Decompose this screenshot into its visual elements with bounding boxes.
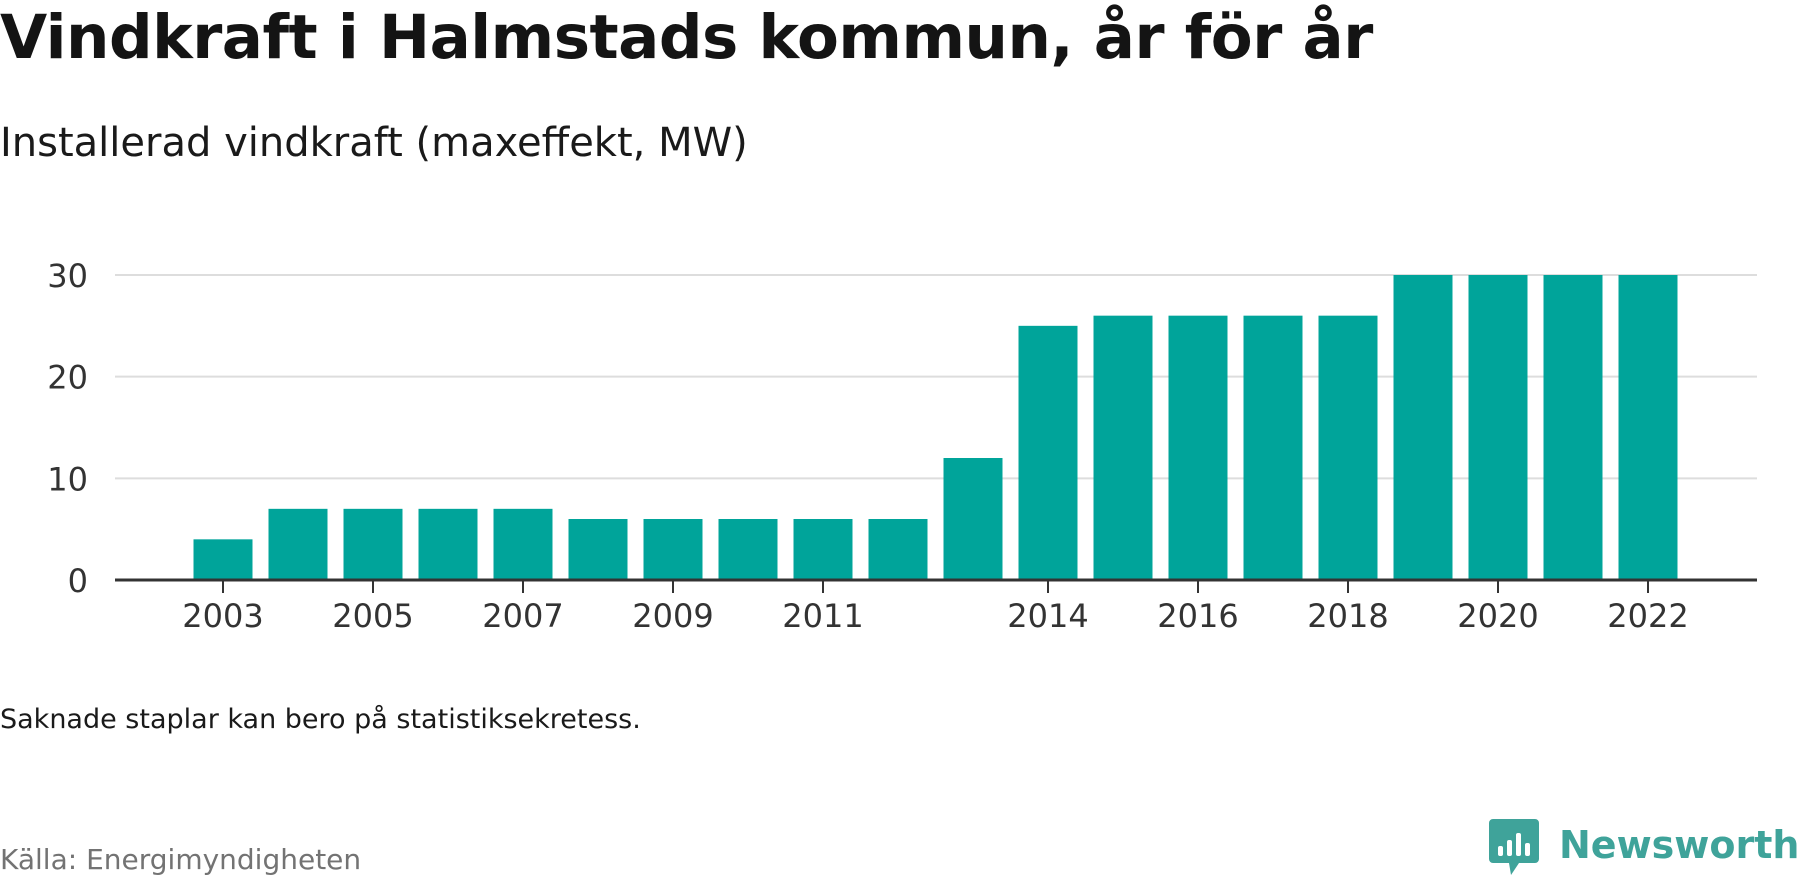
bar-2004[interactable] — [268, 508, 328, 580]
newsworthy-logo[interactable]: Newsworthy — [1489, 819, 1800, 877]
x-tick-label: 2018 — [1307, 597, 1388, 635]
bar-2014[interactable] — [1018, 325, 1078, 580]
bar-2012[interactable] — [868, 519, 928, 580]
bar-2009[interactable] — [643, 519, 703, 580]
bar-2003[interactable] — [193, 539, 253, 580]
bar-2019[interactable] — [1393, 275, 1453, 580]
x-tick-label: 2009 — [632, 597, 713, 635]
bar-chart: 0 10 20 30 2003 2005 2007 2009 2011 2014 2016 2018… — [47, 257, 1757, 635]
x-tick-label: 2022 — [1607, 597, 1688, 635]
bar-2008[interactable] — [568, 519, 628, 580]
x-tick-label: 2011 — [782, 597, 863, 635]
x-tick-label: 2020 — [1457, 597, 1538, 635]
bar-2007[interactable] — [493, 508, 553, 580]
bar-2015[interactable] — [1093, 315, 1153, 580]
brand-name: Newsworthy — [1559, 823, 1800, 867]
bar-2013[interactable] — [943, 458, 1003, 580]
bar-2022[interactable] — [1618, 275, 1678, 580]
bars — [193, 275, 1678, 580]
chart-title: Vindkraft i Halmstads kommun, år för år — [0, 2, 1373, 73]
x-tick-label: 2003 — [182, 597, 263, 635]
bar-2011[interactable] — [793, 519, 853, 580]
x-tick-label: 2005 — [332, 597, 413, 635]
source-credit: Källa: Energimyndigheten — [0, 843, 362, 876]
y-tick-label: 30 — [47, 257, 88, 295]
bar-2006[interactable] — [418, 508, 478, 580]
x-ticks — [222, 580, 1649, 593]
y-tick-label: 20 — [47, 359, 88, 397]
bar-2020[interactable] — [1468, 275, 1528, 580]
footnote: Saknade staplar kan bero på statistiksek… — [0, 704, 641, 735]
y-tick-label: 10 — [47, 460, 88, 498]
y-tick-label: 0 — [68, 562, 88, 600]
bar-2005[interactable] — [343, 508, 403, 580]
bar-2021[interactable] — [1543, 275, 1603, 580]
bar-2016[interactable] — [1168, 315, 1228, 580]
bar-2018[interactable] — [1318, 315, 1378, 580]
x-tick-labels: 2003 2005 2007 2009 2011 2014 2016 2018 2020 2022 — [182, 597, 1688, 635]
newsworthy-logo-icon — [1489, 819, 1539, 875]
bar-2010[interactable] — [718, 519, 778, 580]
y-tick-labels: 0 10 20 30 — [47, 257, 88, 600]
x-tick-label: 2014 — [1007, 597, 1088, 635]
x-tick-label: 2007 — [482, 597, 563, 635]
chart-subtitle: Installerad vindkraft (maxeffekt, MW) — [0, 120, 748, 166]
x-tick-label: 2016 — [1157, 597, 1238, 635]
bar-2017[interactable] — [1243, 315, 1303, 580]
